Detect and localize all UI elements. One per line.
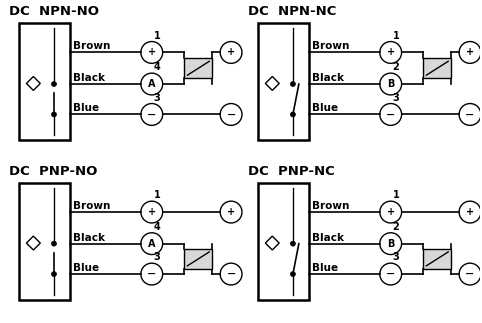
Text: +: + (466, 47, 474, 57)
Bar (258, 23, 309, 140)
Text: 3: 3 (393, 252, 400, 262)
Text: −: − (227, 269, 236, 279)
Text: DC  PNP-NO: DC PNP-NO (9, 165, 97, 178)
Bar (19, 183, 70, 300)
Circle shape (291, 241, 295, 246)
Text: 1: 1 (393, 190, 400, 200)
Bar (185, 58, 212, 78)
Text: 3: 3 (154, 93, 161, 102)
Circle shape (52, 272, 56, 276)
Text: Blue: Blue (312, 263, 338, 273)
Text: −: − (386, 109, 395, 120)
Text: Black: Black (312, 73, 344, 83)
Text: Brown: Brown (73, 201, 111, 211)
Bar (258, 183, 309, 300)
Text: −: − (465, 269, 475, 279)
Text: DC  PNP-NC: DC PNP-NC (248, 165, 335, 178)
Text: 2: 2 (393, 62, 400, 72)
Text: 4: 4 (154, 222, 161, 232)
Text: +: + (227, 47, 235, 57)
Text: +: + (227, 207, 235, 217)
Text: Black: Black (73, 73, 106, 83)
Text: +: + (466, 207, 474, 217)
Text: 3: 3 (393, 93, 400, 102)
Circle shape (291, 81, 295, 87)
Circle shape (52, 241, 56, 246)
Bar (423, 249, 451, 269)
Text: +: + (387, 47, 395, 57)
Text: A: A (148, 239, 156, 249)
Text: B: B (387, 239, 394, 249)
Bar (19, 23, 70, 140)
Text: 1: 1 (154, 190, 161, 200)
Text: Blue: Blue (73, 103, 100, 113)
Bar (423, 58, 451, 78)
Text: −: − (386, 269, 395, 279)
Text: −: − (147, 109, 157, 120)
Text: Black: Black (312, 233, 344, 243)
Text: 2: 2 (393, 222, 400, 232)
Text: +: + (147, 207, 156, 217)
Text: DC  NPN-NC: DC NPN-NC (248, 5, 336, 18)
Text: Brown: Brown (312, 41, 350, 51)
Circle shape (52, 81, 56, 87)
Text: Blue: Blue (312, 103, 338, 113)
Text: DC  NPN-NO: DC NPN-NO (9, 5, 99, 18)
Text: −: − (465, 109, 475, 120)
Circle shape (52, 112, 56, 117)
Text: Black: Black (73, 233, 106, 243)
Text: 1: 1 (393, 31, 400, 41)
Text: 1: 1 (154, 31, 161, 41)
Text: Brown: Brown (73, 41, 111, 51)
Text: +: + (147, 47, 156, 57)
Text: 4: 4 (154, 62, 161, 72)
Text: A: A (148, 79, 156, 89)
Text: −: − (227, 109, 236, 120)
Text: 3: 3 (154, 252, 161, 262)
Text: −: − (147, 269, 157, 279)
Circle shape (291, 272, 295, 276)
Bar (185, 249, 212, 269)
Circle shape (291, 112, 295, 117)
Text: +: + (387, 207, 395, 217)
Text: Blue: Blue (73, 263, 100, 273)
Text: B: B (387, 79, 394, 89)
Text: Brown: Brown (312, 201, 350, 211)
